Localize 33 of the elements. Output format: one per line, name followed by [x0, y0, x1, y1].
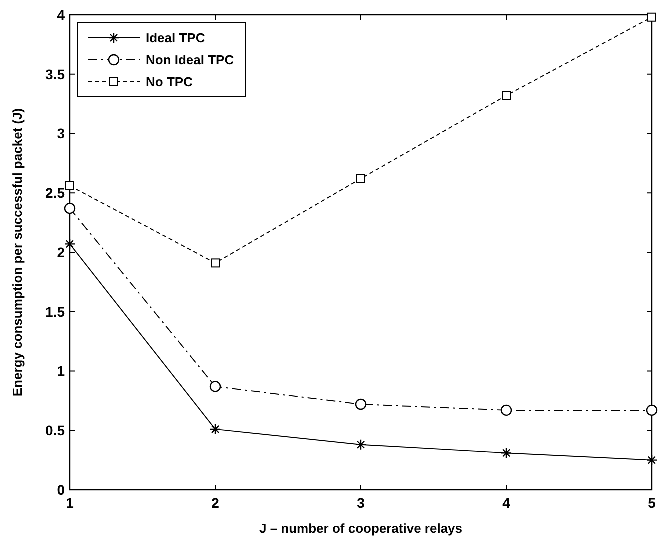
legend-label: No TPC	[146, 74, 194, 90]
point	[64, 202, 76, 214]
point	[211, 258, 220, 268]
x-axis-title: J – number of cooperative relays	[259, 521, 463, 536]
point	[646, 404, 658, 416]
x-tick-label: 2	[212, 495, 220, 511]
point	[648, 12, 656, 22]
y-tick-label: 1.5	[46, 304, 66, 320]
point	[355, 398, 367, 410]
point	[355, 439, 367, 450]
point	[210, 381, 222, 392]
point	[500, 448, 512, 459]
point	[64, 238, 76, 250]
x-tick-label: 4	[502, 495, 511, 511]
point	[66, 182, 74, 190]
y-tick-label: 2.5	[46, 185, 66, 202]
y-axis-title: Energy consumption per successful packet (J)	[10, 108, 25, 397]
point	[502, 91, 511, 100]
y-tick-label: 4	[57, 6, 66, 23]
legend-label: Non Ideal TPC	[146, 52, 235, 68]
x-tick-label: 5	[648, 495, 656, 511]
y-tick-label: 2	[57, 244, 66, 260]
x-tick-label: 3	[357, 495, 366, 511]
legend-label: Ideal TPC	[146, 30, 206, 46]
y-tick-label: 1	[57, 363, 66, 380]
point	[356, 174, 366, 184]
point	[500, 404, 512, 416]
y-tick-label: 0.5	[46, 422, 66, 439]
point	[646, 454, 658, 466]
y-tick-label: 0	[57, 482, 66, 498]
y-tick-label: 3	[57, 126, 66, 142]
point	[210, 424, 222, 436]
y-tick-label: 3.5	[46, 66, 66, 82]
